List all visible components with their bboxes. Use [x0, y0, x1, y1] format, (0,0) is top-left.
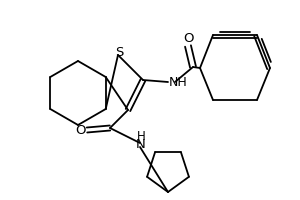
Text: NH: NH [169, 76, 188, 90]
Text: H: H [136, 130, 146, 144]
Text: N: N [136, 138, 146, 150]
Text: O: O [75, 123, 85, 136]
Text: O: O [183, 32, 193, 46]
Text: S: S [115, 46, 123, 60]
